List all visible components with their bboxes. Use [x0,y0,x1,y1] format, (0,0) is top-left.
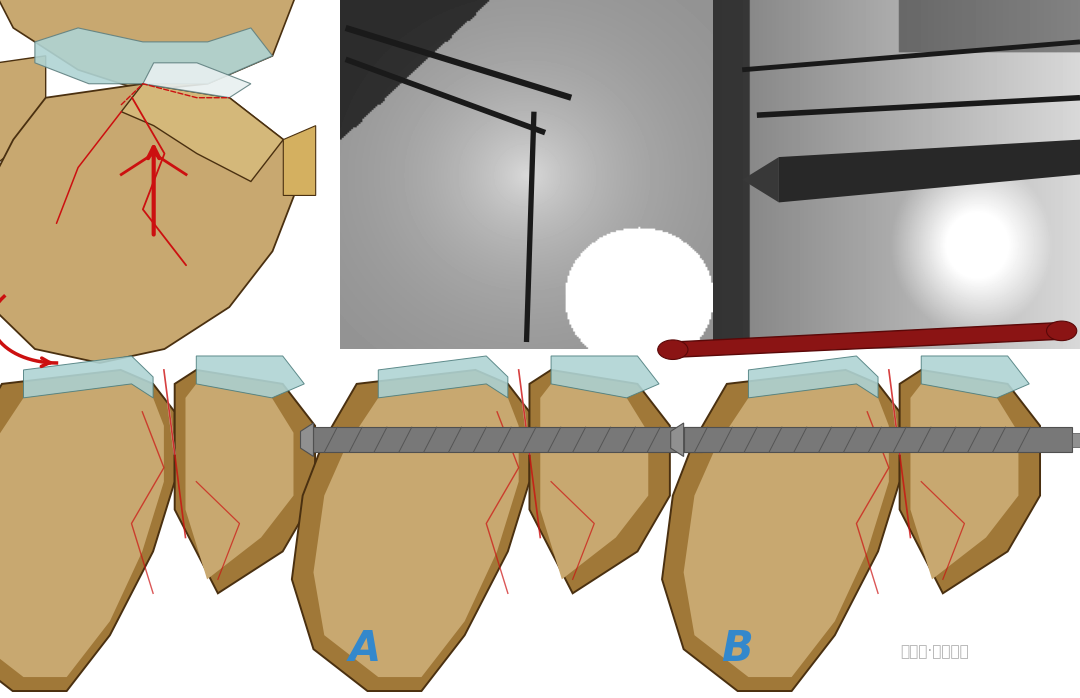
Polygon shape [540,384,648,579]
Polygon shape [921,356,1029,398]
Polygon shape [121,84,283,181]
Polygon shape [662,370,900,691]
Circle shape [658,340,688,359]
Polygon shape [671,423,684,456]
Polygon shape [143,63,251,98]
Polygon shape [313,384,518,677]
Polygon shape [197,356,305,398]
Polygon shape [378,356,508,398]
Circle shape [1047,321,1077,341]
Bar [313,427,702,452]
Bar [702,433,713,447]
Polygon shape [0,84,294,363]
Polygon shape [742,157,779,202]
Polygon shape [35,28,272,84]
Bar [684,427,1072,452]
Polygon shape [748,356,878,398]
Text: B: B [721,628,753,670]
Polygon shape [673,322,1062,357]
Polygon shape [900,370,1040,593]
Polygon shape [0,370,175,691]
Polygon shape [0,0,294,91]
Polygon shape [684,384,889,677]
Polygon shape [551,356,659,398]
Polygon shape [0,56,45,168]
Polygon shape [283,126,315,195]
Text: 公众号·足踝一升: 公众号·足踝一升 [900,645,969,660]
Polygon shape [529,370,670,593]
Polygon shape [0,384,164,677]
Polygon shape [779,140,1080,202]
Bar [1072,433,1080,447]
Polygon shape [910,384,1018,579]
Polygon shape [24,356,153,398]
Text: A: A [349,628,381,670]
Polygon shape [186,384,294,579]
Polygon shape [175,370,315,593]
Polygon shape [300,423,313,456]
Polygon shape [292,370,529,691]
